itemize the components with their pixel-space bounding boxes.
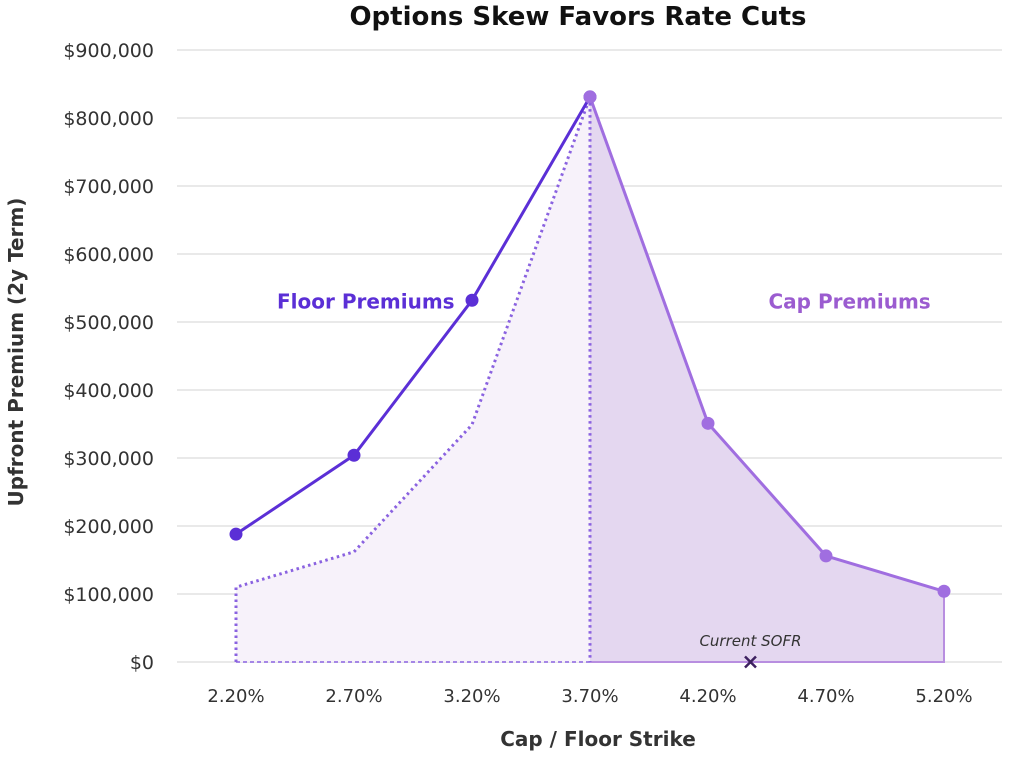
y-axis-ticks: $0 $100,000 $200,000 $300,000 $400,000 $500,0… (63, 40, 154, 674)
cap-premium-point (937, 584, 951, 598)
cap-premium-point (583, 90, 597, 104)
y-tick-label: $600,000 (63, 244, 154, 266)
cap-premiums-line (588, 96, 945, 593)
cap-premium-point (701, 416, 715, 430)
floor-dotted-outline (234, 96, 592, 662)
y-tick-label: $700,000 (63, 176, 154, 198)
cap-area-fill (590, 96, 944, 663)
x-tick-label: 3.70% (561, 686, 618, 707)
x-tick-label: 4.20% (679, 686, 736, 707)
cap-premiums-label: Cap Premiums (768, 290, 930, 314)
y-tick-label: $400,000 (63, 380, 154, 402)
floor-premium-point (229, 527, 243, 541)
cap-area-border (590, 591, 945, 663)
x-tick-label: 2.70% (325, 686, 382, 707)
floor-premium-point (347, 448, 361, 462)
floor-premiums-label: Floor Premiums (277, 290, 455, 314)
y-tick-label: $500,000 (63, 312, 154, 334)
floor-premium-point (465, 293, 479, 307)
x-tick-label: 2.20% (207, 686, 264, 707)
chart-title: Options Skew Favors Rate Cuts (349, 2, 806, 32)
annotations: Floor Premiums Cap Premiums Current SOFR (277, 290, 931, 669)
current-sofr-marker (744, 655, 757, 669)
y-axis-label: Upfront Premium (2y Term) (4, 198, 28, 507)
y-tick-label: $0 (130, 652, 154, 674)
area-fills (236, 96, 945, 663)
floor-premiums-line (235, 96, 592, 536)
x-tick-label: 5.20% (915, 686, 972, 707)
y-tick-label: $200,000 (63, 516, 154, 538)
y-tick-label: $300,000 (63, 448, 154, 470)
x-axis-label: Cap / Floor Strike (500, 727, 696, 751)
series-markers (229, 90, 951, 598)
y-tick-label: $100,000 (63, 584, 154, 606)
y-tick-label: $800,000 (63, 108, 154, 130)
x-tick-label: 4.70% (797, 686, 854, 707)
floor-area-fill (236, 96, 590, 663)
cap-premium-point (819, 549, 833, 563)
current-sofr-label: Current SOFR (699, 632, 801, 650)
y-tick-label: $900,000 (63, 40, 154, 62)
series-lines (234, 96, 945, 663)
x-tick-label: 3.20% (443, 686, 500, 707)
x-axis-ticks: 2.20% 2.70% 3.20% 3.70% 4.20% 4.70% 5.20% (207, 686, 972, 707)
